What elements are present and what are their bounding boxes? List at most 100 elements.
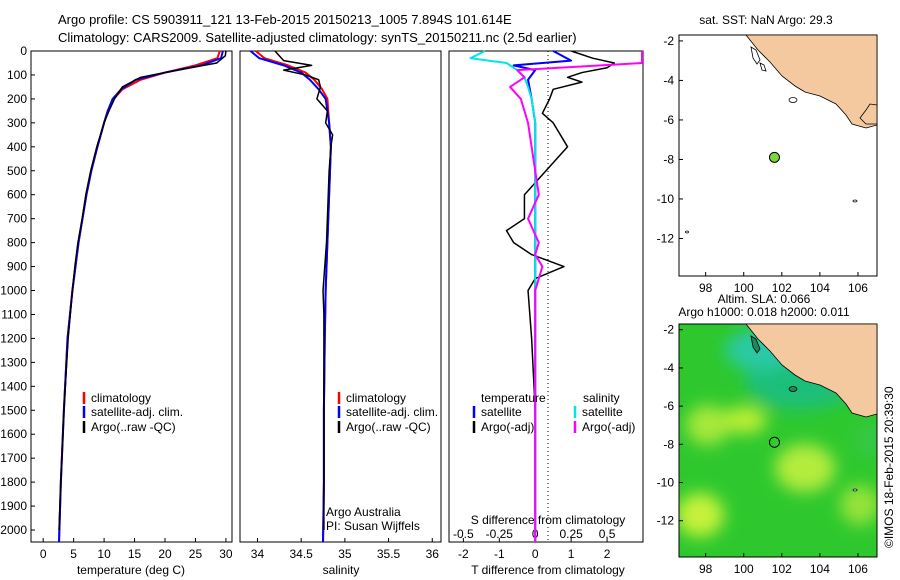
s-satellite-line xyxy=(469,50,537,542)
satellite-adj-clim-line xyxy=(249,50,332,543)
depth-tick-label: 1300 xyxy=(0,355,27,369)
temperature-panel: 0100200300400500600700800900100011001200… xyxy=(0,44,233,577)
lat-tick-label: -10 xyxy=(657,192,675,206)
t-difference-label: T difference from climatology xyxy=(471,563,625,577)
sla-longitude-axis: 98 100 102 104 106 xyxy=(699,553,868,576)
lat-tick-label: -6 xyxy=(663,399,674,413)
lon-tick-label: 98 xyxy=(699,281,713,295)
sla-island-christmas xyxy=(852,488,858,492)
depth-tick-label: 1900 xyxy=(0,499,27,513)
sla-patch-southeast xyxy=(840,485,877,525)
salinity-axis: 34 34.5 35 35.5 36 xyxy=(251,538,439,561)
lon-tick-label: 100 xyxy=(734,562,754,576)
legend-argo-label: Argo(..raw -QC) xyxy=(91,420,176,434)
sla-patch-west xyxy=(686,405,730,445)
x-tick-label: 36 xyxy=(426,547,440,561)
lat-tick-label: -6 xyxy=(663,113,674,127)
depth-tick-label: 1500 xyxy=(0,403,27,417)
argo-raw-qc-line xyxy=(274,50,334,531)
depth-tick-label: 1200 xyxy=(0,331,27,345)
lon-tick-label: 106 xyxy=(848,562,868,576)
argo-raw-qc-line xyxy=(58,50,227,531)
depth-tick-label: 100 xyxy=(7,68,27,82)
depth-tick-label: 400 xyxy=(7,140,27,154)
depth-tick-label: 1600 xyxy=(0,427,27,441)
sst-island-siberut xyxy=(750,46,761,65)
sst-longitude-axis: 98 100 102 104 106 xyxy=(699,272,868,295)
salinity-series xyxy=(249,50,334,543)
x-tick-label: 1 xyxy=(568,547,575,561)
x-tick-label: 0 xyxy=(532,547,539,561)
legend-salinity-title: salinity xyxy=(583,391,620,405)
imos-credit: ©IMOS 18-Feb-2015 20:39:30 xyxy=(882,386,896,548)
x-tick-label: 34 xyxy=(251,547,265,561)
sal-legend-argo-label: Argo(..raw -QC) xyxy=(346,420,431,434)
lon-tick-label: 104 xyxy=(810,281,830,295)
x-tick-label: 10 xyxy=(97,547,111,561)
sla-island-enggano xyxy=(788,386,798,392)
depth-tick-label: 1400 xyxy=(0,379,27,393)
difference-panel: -2 -1 0 1 2 -0.5 -0.25 0 0.25 0.5 S difference f… xyxy=(448,50,644,577)
lat-tick-label: -2 xyxy=(663,323,674,337)
sla-island-siberut xyxy=(750,335,761,354)
institution-annotation: Argo Australia xyxy=(326,505,401,519)
depth-tick-label: 1800 xyxy=(0,475,27,489)
s-diff-tick-label: -0.5 xyxy=(453,527,474,541)
temperature-series xyxy=(58,50,227,543)
salinity-xlabel: salinity xyxy=(323,563,360,577)
depth-tick-label: 2000 xyxy=(0,523,27,537)
difference-series xyxy=(469,50,643,542)
lat-tick-label: -12 xyxy=(657,231,675,245)
satellite-adj-clim-line xyxy=(58,50,224,543)
sst-sumatra-land xyxy=(745,34,878,129)
pi-annotation: PI: Susan Wijffels xyxy=(326,519,420,533)
sst-island-christmas xyxy=(852,199,858,203)
sst-map: sat. SST: NaN Argo: 29.3 98 100 102 104 106 … xyxy=(657,13,878,295)
x-tick-label: 20 xyxy=(158,547,172,561)
lat-tick-label: -8 xyxy=(663,437,674,451)
lon-tick-label: 102 xyxy=(772,281,792,295)
climatology-line xyxy=(58,50,221,543)
legend-climatology-label: climatology xyxy=(91,391,151,405)
sal-legend-climatology-label: climatology xyxy=(346,391,406,405)
sla-map: Altim. SLA: 0.066 Argo h1000: 0.018 h200… xyxy=(657,292,878,576)
depth-tick-label: 1000 xyxy=(0,284,27,298)
title-line-1: Argo profile: CS 5903911_121 13-Feb-2015… xyxy=(58,12,512,27)
t-satellite-line xyxy=(512,50,573,542)
lat-tick-label: -2 xyxy=(663,34,674,48)
difference-legend: temperature satellite Argo(-adj) salinit… xyxy=(472,391,635,434)
sla-map-title: Altim. SLA: 0.066 xyxy=(718,292,811,306)
lon-tick-label: 102 xyxy=(772,562,792,576)
sla-field xyxy=(679,324,877,557)
sla-patch-east xyxy=(856,424,877,456)
climatology-line xyxy=(255,50,332,543)
s-argo-adj-line xyxy=(509,51,643,542)
x-tick-label: 35 xyxy=(338,547,352,561)
lon-tick-label: 100 xyxy=(734,281,754,295)
legend-temperature-title: temperature xyxy=(481,391,546,405)
x-tick-label: -1 xyxy=(494,547,505,561)
sst-island-pagai xyxy=(759,62,767,72)
depth-tick-label: 0 xyxy=(20,44,27,58)
lat-tick-label: -10 xyxy=(657,476,675,490)
sla-patch-south xyxy=(775,444,835,492)
difference-panel-frame xyxy=(448,50,644,543)
temperature-xlabel: temperature (deg C) xyxy=(77,563,185,577)
s-diff-tick-label: 0.5 xyxy=(599,527,616,541)
x-tick-label: 15 xyxy=(128,547,142,561)
legend-satellite-label: satellite-adj. clim. xyxy=(91,405,183,419)
title-line-2: Climatology: CARS2009. Satellite-adjuste… xyxy=(58,30,577,45)
t-argo-adj-line xyxy=(505,50,616,542)
x-tick-label: 30 xyxy=(219,547,233,561)
depth-tick-label: 1100 xyxy=(1,307,27,321)
legend-s-satellite-label: satellite xyxy=(582,405,623,419)
x-tick-label: 0 xyxy=(40,547,47,561)
depth-tick-label: 500 xyxy=(7,164,27,178)
depth-tick-label: 1700 xyxy=(0,451,27,465)
sla-map-subtitle: Argo h1000: 0.018 h2000: 0.011 xyxy=(678,305,850,319)
temperature-axis: 0 5 10 15 20 25 30 xyxy=(40,538,233,561)
depth-tick-label: 800 xyxy=(7,236,27,250)
sla-float-position-marker xyxy=(768,436,780,448)
sla-patch-centre xyxy=(723,406,767,434)
